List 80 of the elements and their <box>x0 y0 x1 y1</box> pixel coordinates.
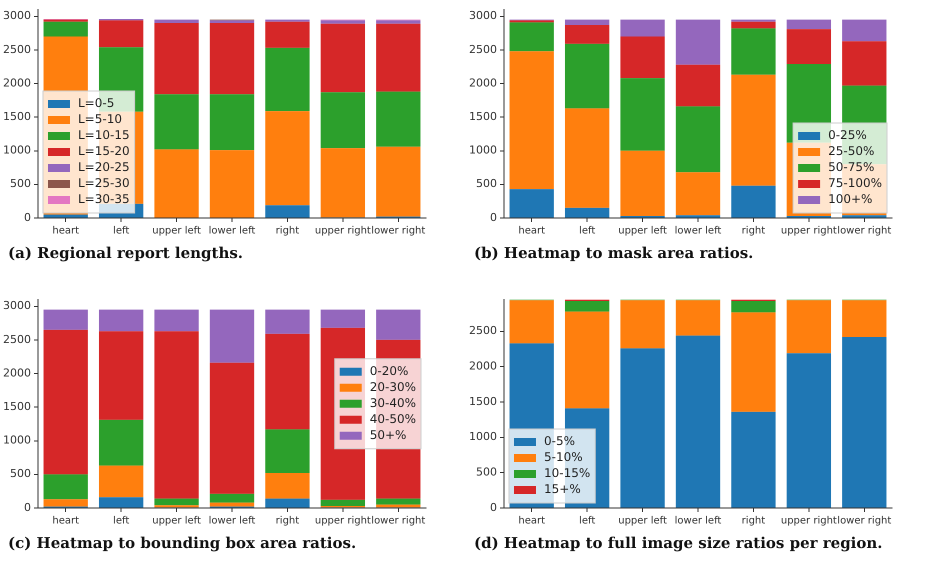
y-tick-label: 500 <box>10 177 31 190</box>
y-tick-label: 3000 <box>468 9 497 22</box>
x-tick-label: right <box>276 516 300 527</box>
y-tick-label: 1500 <box>2 400 31 414</box>
x-tick-label: upper left <box>152 226 201 237</box>
legend-label: 50+% <box>370 428 406 442</box>
x-tick-label: heart <box>518 226 546 237</box>
x-tick-label: upper right <box>780 226 837 237</box>
y-tick-label: 0 <box>24 500 31 514</box>
y-tick-label: 2500 <box>2 42 31 56</box>
x-tick-label: upper left <box>152 516 201 527</box>
x-tick-label: lower left <box>208 226 256 237</box>
text: (b) Heatmap to mask area ratios. <box>473 243 754 262</box>
legend-label: 30-40% <box>370 396 416 410</box>
x-tick-label: right <box>742 226 766 237</box>
legend-label: L=15-20 <box>78 144 130 158</box>
y-tick-label: 1000 <box>468 430 497 444</box>
x-tick-label: upper right <box>780 516 837 527</box>
x-tick-label: upper left <box>618 226 667 237</box>
y-tick-label: 0 <box>490 210 497 224</box>
y-tick-label: 1500 <box>468 394 497 408</box>
y-tick-label: 500 <box>10 467 31 480</box>
x-tick-label: left <box>113 516 130 527</box>
x-tick-label: upper right <box>314 226 371 237</box>
legend-label: L=10-15 <box>78 128 130 142</box>
y-tick-label: 500 <box>476 466 497 479</box>
y-tick-label: 2000 <box>2 366 31 380</box>
legend-label: 100+% <box>828 192 872 206</box>
x-tick-label: right <box>276 226 300 237</box>
x-tick-label: left <box>579 226 596 237</box>
x-tick-label: heart <box>52 516 80 527</box>
y-tick-label: 2000 <box>468 360 497 373</box>
y-tick-label: 3000 <box>2 299 31 312</box>
x-tick-label: lower right <box>837 226 892 237</box>
legend-label: L=5-10 <box>78 112 122 126</box>
legend-label: 15+% <box>544 482 581 496</box>
legend-label: 0-20% <box>370 364 408 378</box>
legend-label: 40-50% <box>370 412 416 426</box>
x-tick-label: lower left <box>674 516 722 527</box>
legend-label: 75-100% <box>828 176 882 190</box>
legend-label: L=0-5 <box>78 96 114 110</box>
x-tick-label: left <box>579 516 596 527</box>
x-tick-label: lower right <box>371 226 426 237</box>
y-tick-label: 1000 <box>468 144 497 157</box>
x-tick-label: lower left <box>208 516 256 527</box>
y-tick-label: 0 <box>24 210 31 224</box>
legend-label: 50-75% <box>828 160 874 174</box>
legend-label: L=30-35 <box>78 192 130 206</box>
x-tick-label: upper left <box>618 516 667 527</box>
text: (a) Regional report lengths. <box>7 243 244 262</box>
legend-label: L=20-25 <box>78 160 130 174</box>
y-tick-label: 2000 <box>468 76 497 90</box>
x-tick-label: lower left <box>674 226 722 237</box>
legend-label: 0-25% <box>828 128 867 142</box>
x-tick-label: heart <box>518 516 546 527</box>
y-tick-label: 1000 <box>2 434 31 447</box>
x-tick-label: right <box>742 516 766 527</box>
y-tick-label: 500 <box>476 177 497 190</box>
legend-label: 20-30% <box>370 380 416 394</box>
x-tick-label: lower right <box>837 516 892 527</box>
text: (d) Heatmap to full image size ratios per region. <box>473 533 884 552</box>
y-tick-label: 1500 <box>468 110 497 124</box>
x-tick-label: lower right <box>371 516 426 527</box>
y-tick-label: 3000 <box>2 9 31 22</box>
y-tick-label: 1500 <box>2 110 31 124</box>
y-tick-label: 0 <box>490 500 497 514</box>
legend-label: L=25-30 <box>78 176 130 190</box>
x-tick-label: left <box>113 226 130 237</box>
y-tick-label: 2500 <box>468 324 497 338</box>
legend-label: 25-50% <box>828 144 874 158</box>
y-tick-label: 2500 <box>2 332 31 346</box>
y-tick-label: 2500 <box>468 42 497 56</box>
y-tick-label: 2000 <box>2 76 31 90</box>
x-tick-label: upper right <box>314 516 371 527</box>
legend-label: 10-15% <box>544 466 590 480</box>
x-tick-label: heart <box>52 226 80 237</box>
legend-label: 5-10% <box>544 450 583 464</box>
y-tick-label: 1000 <box>2 144 31 157</box>
legend-label: 0-5% <box>544 434 576 448</box>
text: (c) Heatmap to bounding box area ratios. <box>7 533 358 552</box>
